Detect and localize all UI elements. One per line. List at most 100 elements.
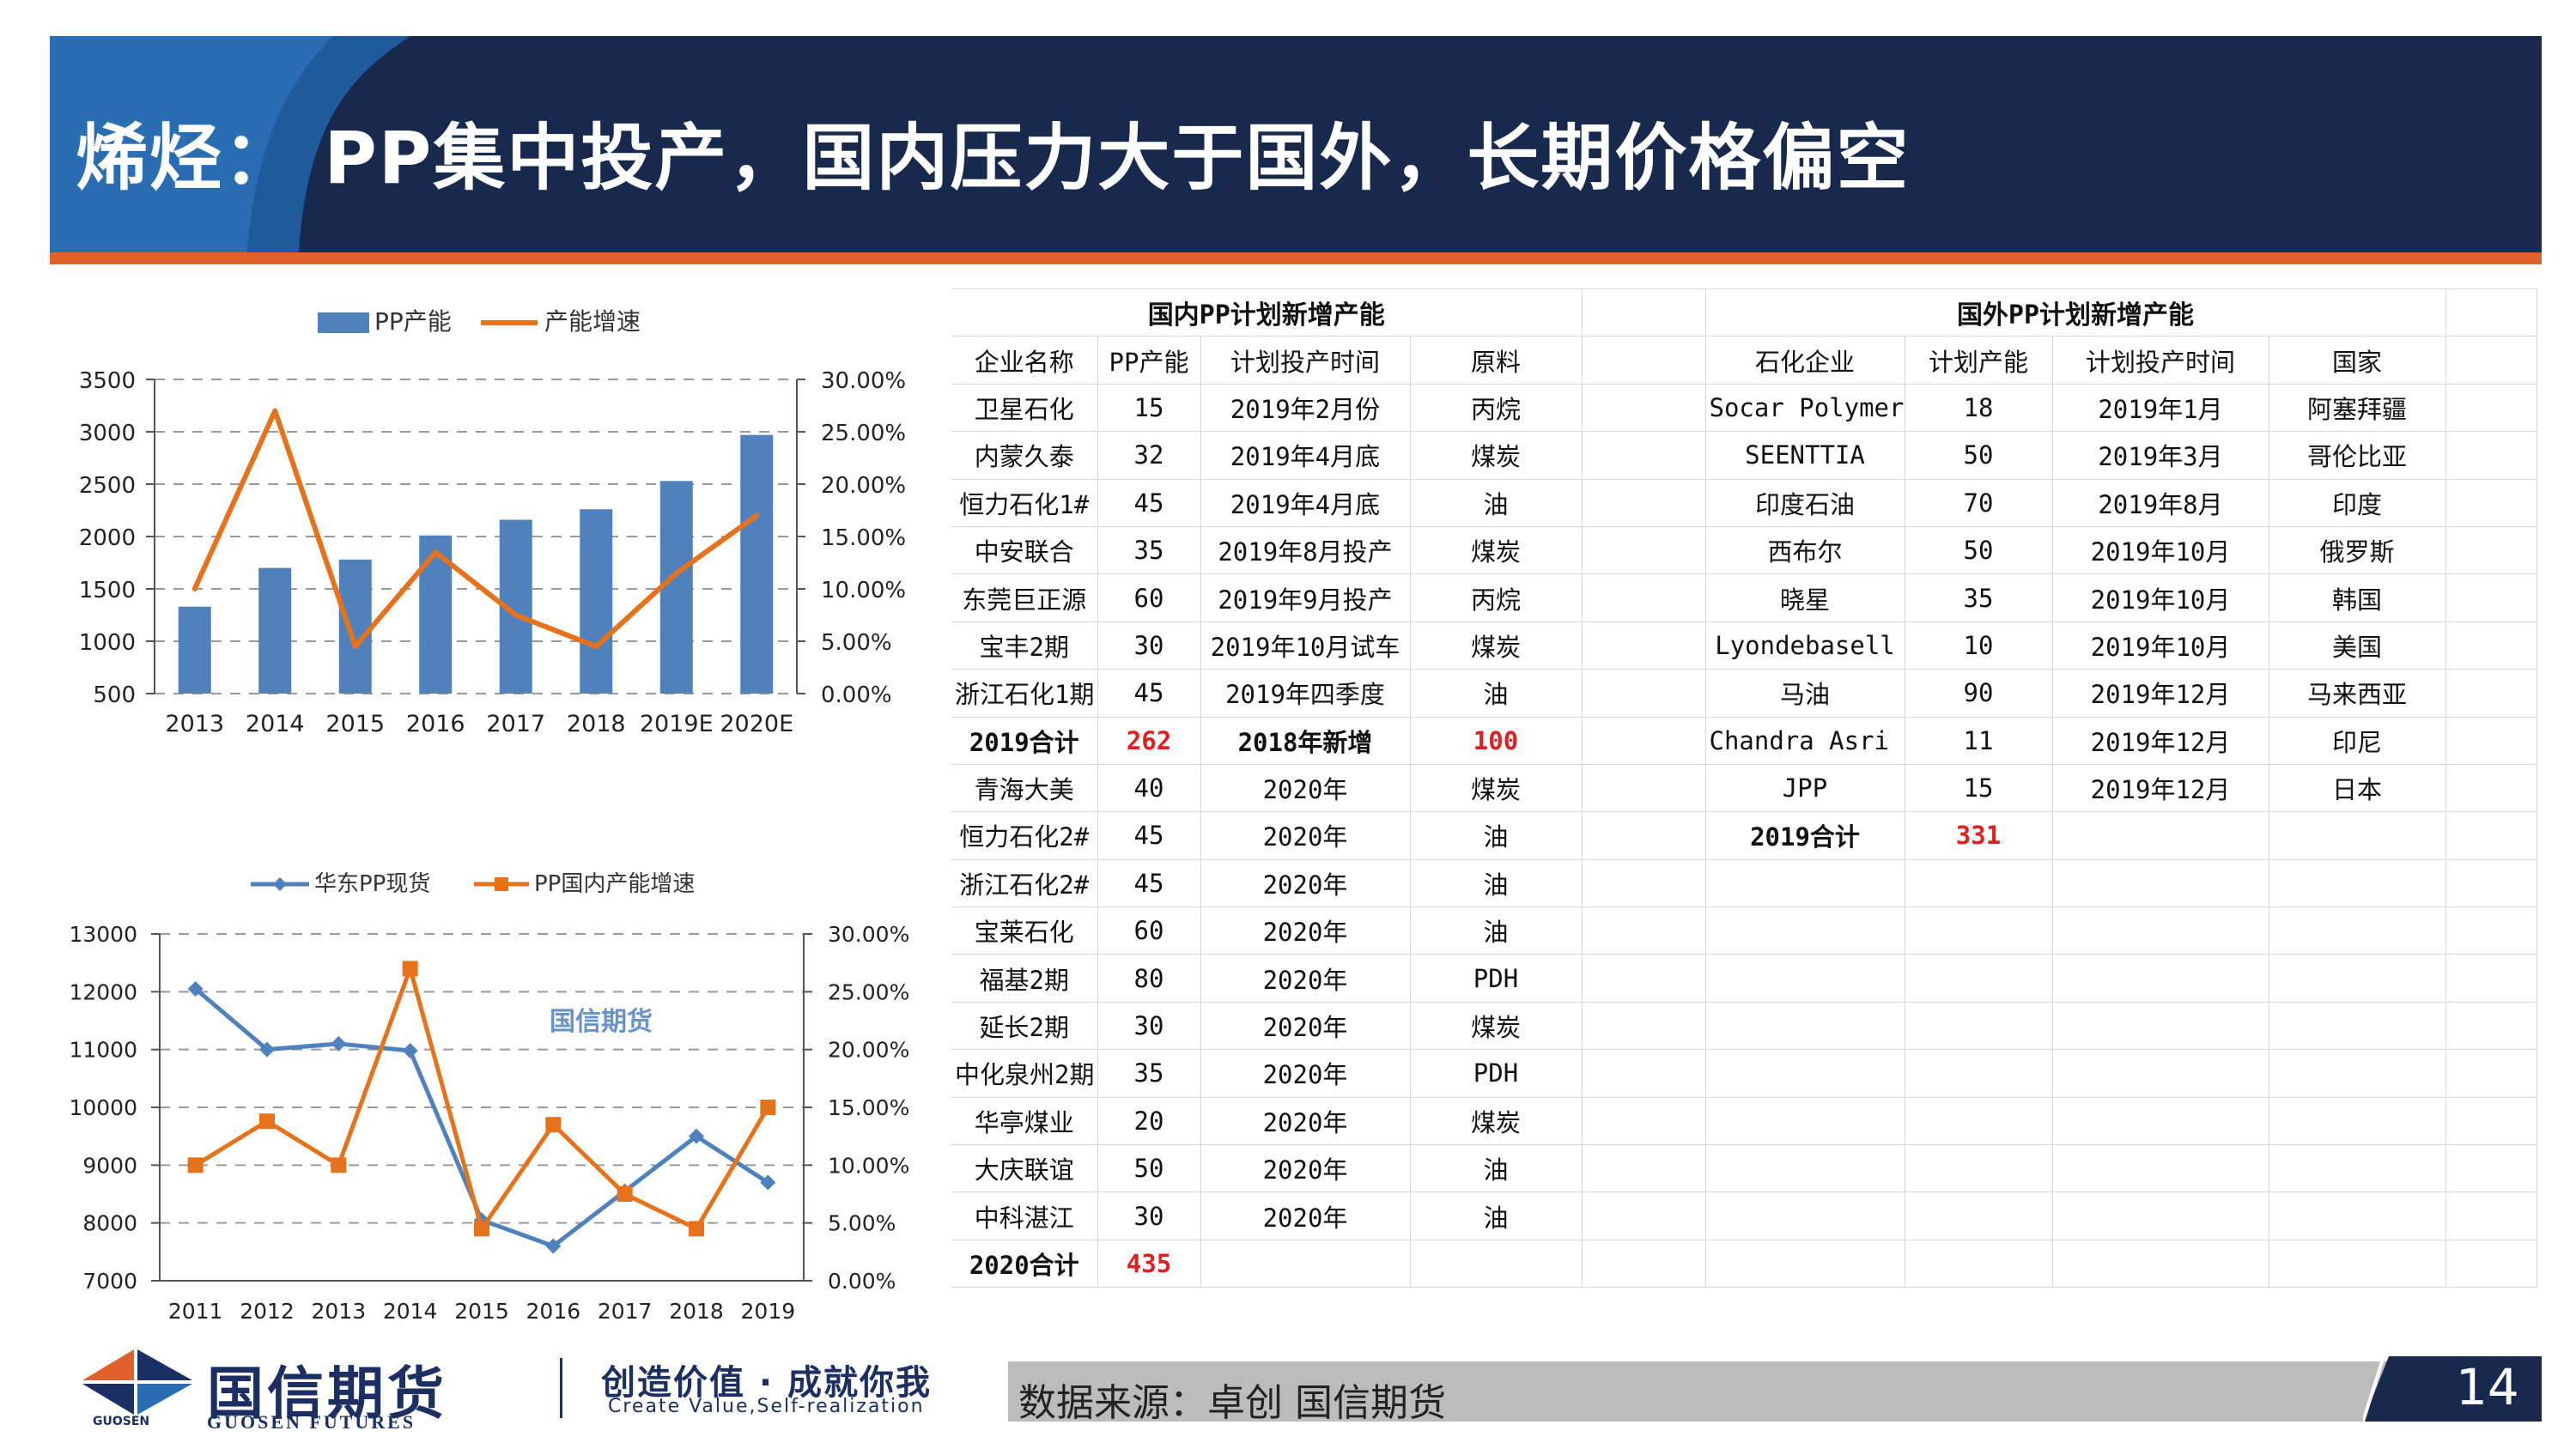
point-spot-price (259, 1041, 275, 1058)
domestic-table-cell: 东莞巨正源 (951, 573, 1098, 622)
pp-price-chart: 华东PP现货 PP国内产能增速 13000 12000 11000 10000 9000 80… (52, 858, 910, 1339)
domestic-table-cell: 2019年8月投产 (1200, 526, 1411, 575)
capacity-table-grid: 国内PP计划新增产能 国外PP计划新增产能 企业名称 PP产能 计划投产时间 原料 石化企业… (951, 288, 2537, 1288)
domestic-table-cell: 2020年 (1200, 764, 1411, 813)
table-empty-cell (2445, 573, 2537, 622)
line-spot-price (194, 987, 769, 1249)
table-row: 中安联合 35 2019年8月投产 煤炭 西布尔 50 2019年10月 俄罗斯 (951, 526, 2537, 575)
foreign-table-cell (2052, 1002, 2269, 1051)
domestic-table-cell: 油 (1410, 859, 1583, 908)
table-row: 华亭煤业 20 2020年 煤炭 (951, 1097, 2537, 1146)
domestic-table-cell: 宝莱石化 (951, 906, 1098, 955)
foreign-table-cell: 35 (1905, 573, 2053, 622)
domestic-table-cell: 中安联合 (951, 526, 1098, 575)
capacity-table: 国内PP计划新增产能 国外PP计划新增产能 企业名称 PP产能 计划投产时间 原料 石化企业… (951, 288, 2537, 1300)
domestic-table-cell: 2019年4月底 (1200, 431, 1411, 480)
domestic-table-cell: 2020年 (1200, 811, 1411, 860)
domestic-table-cell: 80 (1097, 954, 1201, 1003)
logo-chinese-name: 国信期货 (207, 1360, 447, 1427)
foreign-table-cell (1905, 954, 2053, 1003)
x-tick-label: 2015 (325, 711, 385, 737)
foreign-table-cell: 11 (1905, 717, 2053, 765)
table-row: 恒力石化2# 45 2020年油 2019合计 331 (951, 811, 2537, 860)
foreign-table-cell: 18 (1905, 384, 2053, 433)
table-empty-cell (2445, 526, 2537, 575)
legend-swatch-pp-capacity (318, 312, 369, 333)
table-empty-cell (2445, 384, 2537, 433)
legend-label-spot-price: 华东PP现货 (314, 871, 430, 897)
table-row: 浙江石化2# 45 2020年油 (951, 859, 2537, 908)
foreign-table-cell: 2019年10月 (2052, 621, 2269, 670)
table-row: 内蒙久泰 32 2019年4月底 煤炭 SEENTTIA 50 2019年3月 哥伦比亚 (951, 431, 2537, 480)
foreign-table-cell: 晓星 (1705, 573, 1905, 622)
table-empty-cell (2445, 764, 2537, 813)
table-spacer-cell (1582, 906, 1706, 955)
foreign-table-cell: 50 (1905, 526, 2053, 575)
table-empty-cell (2445, 1240, 2537, 1288)
y-left-tick-label: 2500 (79, 473, 136, 499)
table-spacer-cell (1582, 717, 1706, 765)
logo-english-name: GUOSEN FUTURES (207, 1411, 416, 1433)
table-spacer-cell (1582, 811, 1706, 860)
foreign-table-cell: 2019年3月 (2052, 431, 2269, 480)
domestic-table-cell: 60 (1097, 573, 1201, 622)
foreign-column-header: 石化企业 (1705, 336, 1905, 385)
x-tick-label: 2018 (669, 1299, 724, 1324)
table-row: 卫星石化 15 2019年2月份 丙烷 Socar Polymer 18 2019年1月 阿塞… (951, 384, 2537, 433)
table-spacer-cell (1582, 336, 1706, 385)
point-spot-price (760, 1174, 776, 1191)
y-left-tick-label: 2000 (79, 525, 136, 551)
y-right-tick-label: 25.00% (821, 421, 906, 446)
foreign-table-cell: 2019年1月 (2052, 384, 2269, 433)
legend-label-pp-capacity: PP产能 (374, 307, 452, 336)
bar-pp-capacity (740, 434, 774, 694)
foreign-table-cell (1705, 859, 1905, 908)
foreign-table-cell: 西布尔 (1705, 526, 1905, 575)
domestic-table-cell: 2020年 (1200, 1144, 1411, 1193)
pp-capacity-chart-svg: PP产能 产能增速 3500 3000 2500 2000 1500 1000 500 30.00… (79, 307, 906, 737)
domestic-table-cell: 435 (1097, 1240, 1201, 1288)
domestic-table-cell (1200, 1240, 1411, 1288)
bar-pp-capacity (659, 481, 693, 694)
logo-tiny-text: GUOSEN (93, 1415, 150, 1428)
domestic-column-header: PP产能 (1097, 336, 1201, 385)
foreign-table-cell: 50 (1905, 431, 2053, 480)
foreign-table-cell (1705, 1002, 1905, 1051)
foreign-table-cell (2052, 1191, 2269, 1240)
table-empty-cell (2445, 1191, 2537, 1240)
foreign-table-cell: 2019年12月 (2052, 669, 2269, 718)
legend-label-growth: 产能增速 (544, 307, 641, 336)
foreign-table-cell: Lyondebasell (1705, 621, 1905, 670)
domestic-table-cell: 恒力石化2# (951, 811, 1098, 860)
banner-wave-decoration (50, 36, 410, 252)
foreign-table-cell (1905, 1191, 2053, 1240)
domestic-table-cell: 2019年10月试车 (1200, 621, 1411, 670)
domestic-table-cell: 油 (1410, 811, 1583, 860)
footer-divider (560, 1358, 562, 1418)
table-row: 浙江石化1期 45 2019年四季度油 马油 90 2019年12月 马来西亚 (951, 669, 2537, 718)
x-tick-label: 2015 (454, 1299, 509, 1324)
x-tick-label: 2016 (406, 711, 465, 737)
foreign-table-cell (2269, 1002, 2446, 1051)
table-row: 恒力石化1# 45 2019年4月底油 印度石油 70 2019年8月 印度 (951, 479, 2537, 527)
domestic-table-cell: 中化泉州2期 (951, 1049, 1098, 1098)
domestic-table-cell: 油 (1410, 1191, 1583, 1240)
source-bar (1008, 1361, 2387, 1422)
domestic-table-cell: 2020年 (1200, 1049, 1411, 1098)
table-spacer-cell (1582, 288, 1706, 337)
domestic-table-cell: 60 (1097, 906, 1201, 955)
foreign-table-cell (1905, 1144, 2053, 1193)
table-spacer-cell (1582, 1240, 1706, 1288)
domestic-table-cell: 浙江石化1期 (951, 669, 1098, 718)
domestic-table-cell: 内蒙久泰 (951, 431, 1098, 480)
table-empty-cell (2445, 669, 2537, 718)
foreign-table-cell: 2019年10月 (2052, 526, 2269, 575)
guosen-logo-mark (82, 1349, 192, 1415)
foreign-table-cell: 马来西亚 (2269, 669, 2446, 718)
table-spacer-cell (1582, 669, 1706, 718)
domestic-table-cell: 煤炭 (1410, 1097, 1583, 1146)
y-left-tick-label: 11000 (69, 1038, 137, 1063)
table-spacer-cell (1582, 1191, 1706, 1240)
x-tick-label: 2020E (720, 711, 793, 737)
x-tick-label: 2019 (741, 1299, 796, 1324)
